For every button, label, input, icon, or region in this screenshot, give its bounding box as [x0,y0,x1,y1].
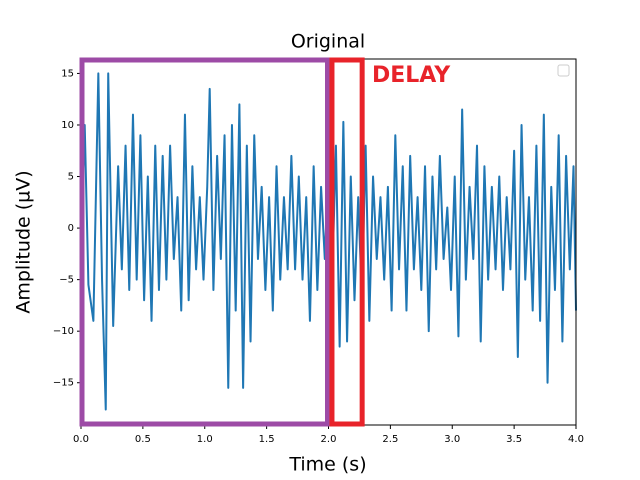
x-tick-label: 2.0 [321,434,337,445]
x-tick-label: 4.0 [568,434,584,445]
x-tick-label: 3.0 [444,434,460,445]
x-tick-label: 1.5 [259,434,275,445]
y-tick-label: 10 [61,120,74,131]
y-tick-label: −5 [59,275,74,286]
x-tick-label: 2.5 [382,434,398,445]
x-axis-label: Time (s) [288,454,366,476]
region [79,57,330,427]
y-tick-label: 5 [68,172,74,183]
chart-title: Original [291,31,365,53]
y-tick-label: −10 [53,326,74,337]
region [329,57,365,427]
y-tick-label: 15 [61,68,74,79]
x-tick-label: 3.5 [506,434,522,445]
y-tick-label: −15 [53,378,74,389]
annotation: DELAY [372,63,451,88]
y-tick-label: 0 [68,223,74,234]
legend-box [557,64,570,77]
x-tick-label: 0.5 [135,434,151,445]
x-tick-label: 1.0 [197,434,213,445]
y-axis-label: Amplitude (µV) [13,170,35,313]
x-tick-label: 0.0 [73,434,89,445]
